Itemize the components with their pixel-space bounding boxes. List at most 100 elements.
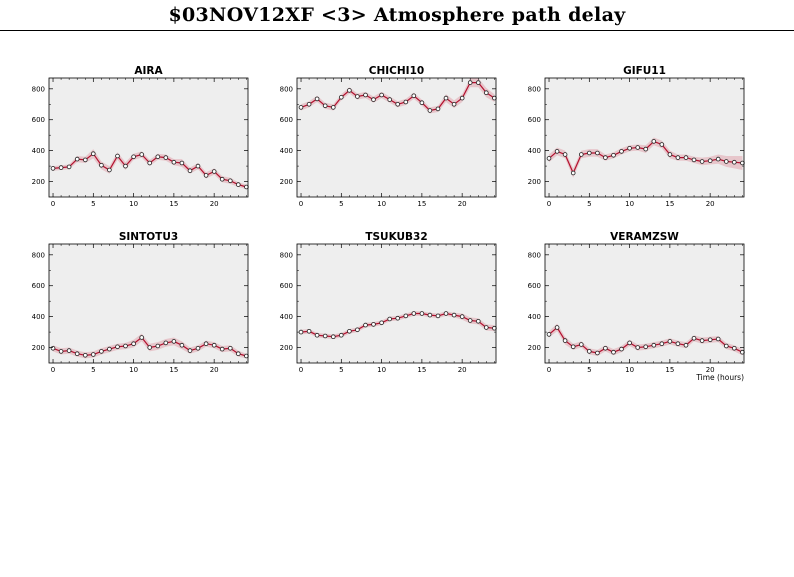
data-point [675, 341, 681, 347]
data-point [691, 335, 697, 341]
data-point [707, 337, 713, 343]
y-tick-label: 400 [280, 147, 293, 155]
data-point [155, 154, 161, 160]
data-point [611, 153, 616, 158]
data-point [195, 345, 201, 351]
data-point [443, 311, 449, 316]
data-point [731, 345, 737, 351]
x-tick-label: 0 [51, 200, 55, 208]
data-point [715, 336, 721, 342]
x-tick-label: 20 [706, 200, 715, 208]
data-point [627, 340, 632, 346]
data-point [667, 339, 673, 344]
data-point [578, 152, 584, 157]
data-point [347, 328, 352, 334]
data-point [187, 348, 193, 353]
data-point [483, 90, 489, 95]
x-tick-label: 5 [339, 200, 343, 208]
data-point [355, 327, 360, 333]
data-point [651, 342, 657, 348]
y-tick-label: 800 [32, 251, 45, 259]
data-point [58, 165, 64, 170]
data-point [363, 92, 368, 98]
data-point [683, 342, 689, 348]
data-point [643, 146, 648, 152]
y-tick-label: 400 [528, 147, 541, 155]
data-point [371, 97, 376, 102]
page-title: $03NOV12XF <3> Atmosphere path delay [168, 4, 626, 26]
data-point [619, 346, 624, 352]
data-point [691, 157, 697, 163]
uncertainty-band [549, 137, 743, 178]
x-tick-label: 10 [129, 200, 138, 208]
data-point [50, 166, 56, 171]
y-tick-label: 800 [528, 251, 541, 259]
plot-frame [544, 243, 745, 364]
data-point [211, 169, 217, 174]
x-tick-label: 10 [129, 366, 138, 374]
data-point [451, 102, 457, 107]
data-point [403, 99, 409, 105]
data-point [659, 142, 665, 147]
x-tick-label: 15 [417, 200, 426, 208]
data-point [139, 335, 145, 340]
y-tick-label: 800 [280, 85, 293, 93]
data-point [123, 343, 128, 349]
data-point [723, 159, 729, 164]
data-point [50, 345, 56, 351]
plot-background [545, 78, 744, 197]
data-point [371, 322, 376, 327]
x-tick-label: 20 [210, 200, 219, 208]
data-point [411, 311, 417, 316]
x-tick-label: 20 [458, 200, 467, 208]
panel-chichi10: 0 5 10 15 20 200 400 600 800 CHICHI10 [280, 65, 497, 208]
data-point [131, 154, 136, 160]
data-point [595, 150, 600, 156]
data-point [635, 345, 640, 350]
x-tick-label: 5 [587, 366, 591, 374]
data-point [570, 170, 576, 176]
panel-title: TSUKUB32 [365, 231, 427, 243]
data-point [546, 332, 552, 337]
data-point [467, 318, 473, 323]
data-point [379, 92, 384, 98]
x-tick-label: 15 [665, 200, 674, 208]
data-point [562, 338, 568, 343]
plot-frame [296, 77, 497, 198]
y-tick-label: 600 [32, 116, 45, 124]
data-point [99, 349, 104, 354]
data-point [419, 100, 425, 105]
panel-title: VERAMZSW [610, 231, 679, 243]
y-tick-label: 400 [32, 313, 45, 321]
data-point [236, 351, 241, 357]
data-point [627, 146, 632, 151]
plot-frame [48, 77, 249, 198]
x-tick-label: 15 [169, 200, 178, 208]
data-point [163, 155, 169, 160]
data-point [203, 173, 209, 178]
data-point [83, 157, 88, 163]
data-point [459, 95, 465, 101]
data-point [643, 344, 648, 350]
data-point [155, 343, 161, 349]
data-point [475, 318, 481, 324]
data-point [219, 346, 225, 352]
x-tick-label: 10 [377, 366, 386, 374]
y-tick-label: 200 [32, 344, 45, 352]
data-point [236, 182, 241, 187]
y-tick-label: 600 [32, 282, 45, 290]
data-point [411, 93, 417, 99]
data-point [403, 313, 409, 319]
plot-frame [296, 243, 497, 364]
data-point [171, 159, 177, 165]
x-tick-label: 0 [51, 366, 55, 374]
data-point [338, 95, 344, 100]
x-tick-label: 10 [377, 200, 386, 208]
y-tick-label: 400 [528, 313, 541, 321]
data-point [123, 163, 128, 169]
data-point [619, 149, 624, 154]
data-point [338, 332, 344, 338]
x-tick-label: 10 [625, 366, 634, 374]
data-point [131, 341, 136, 347]
plot-frame [544, 77, 745, 198]
